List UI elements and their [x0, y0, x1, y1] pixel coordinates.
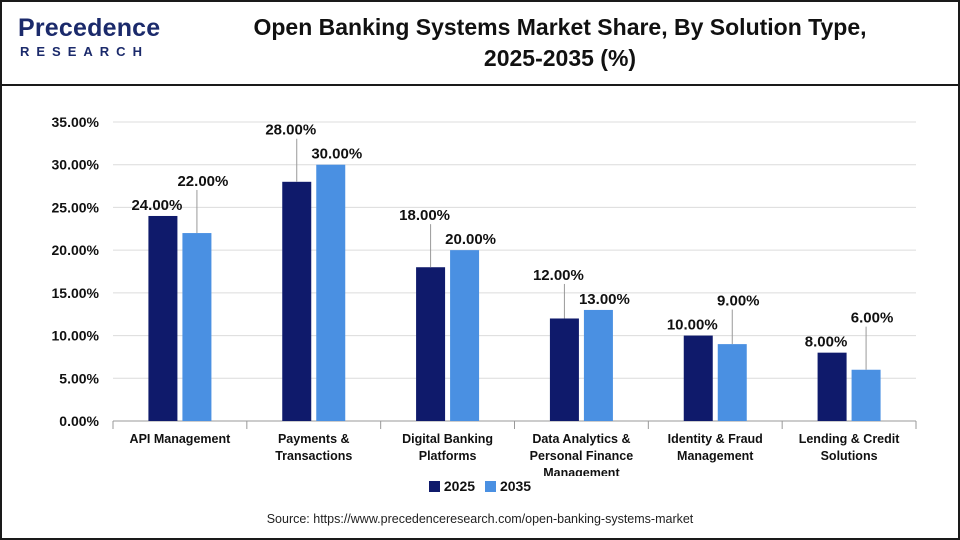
source-note: Source: https://www.precedenceresearch.c… — [266, 512, 694, 526]
x-category-label: Identity & Fraud — [668, 432, 763, 446]
logo-subtitle: RESEARCH — [20, 44, 149, 59]
chart-title-line-2: 2025-2035 (%) — [483, 45, 637, 71]
data-label-2025: 28.00% — [265, 122, 316, 139]
x-category-label: Platforms — [419, 449, 477, 463]
y-tick-label: 35.00% — [52, 114, 100, 130]
bar-2025 — [817, 352, 847, 421]
x-category-label: Solutions — [821, 449, 878, 463]
data-label-2025: 18.00% — [399, 207, 450, 224]
bar-2035 — [717, 344, 747, 421]
x-category-label: Transactions — [275, 449, 352, 463]
y-tick-label: 0.00% — [59, 413, 99, 429]
chart-title-line-1: Open Banking Systems Market Share, By So… — [253, 14, 867, 40]
legend: 2025 2035 — [0, 478, 960, 495]
bar-2035 — [450, 250, 480, 421]
legend-label-2025: 2025 — [443, 478, 476, 494]
bar-2025 — [282, 181, 312, 421]
data-label-2035: 6.00% — [851, 310, 894, 327]
bar-chart: 0.00% 5.00% 10.00% 15.00% 20.00% 25.00% 30.00%… — [52, 114, 917, 476]
x-category-label: Lending & Credit — [799, 432, 901, 446]
legend-swatch-2025 — [428, 480, 440, 492]
bar-2025 — [148, 215, 178, 421]
x-category-label: Personal Finance — [530, 449, 634, 463]
x-category-label: Digital Banking — [402, 432, 493, 446]
logo: Precedence RESEARCH — [18, 14, 168, 74]
legend-item-2035: 2035 — [484, 478, 532, 494]
bar-2035 — [182, 233, 212, 421]
bar-2035 — [851, 369, 881, 421]
data-label-2025: 8.00% — [805, 334, 848, 351]
bar-2025 — [683, 335, 713, 421]
data-label-2035: 22.00% — [177, 173, 228, 190]
y-tick-label: 20.00% — [52, 242, 100, 258]
y-tick-label: 10.00% — [52, 328, 100, 344]
data-label-2025: 24.00% — [131, 197, 182, 214]
x-category-label: Management — [543, 466, 620, 476]
chart-title: Open Banking Systems Market Share, By So… — [180, 12, 940, 74]
data-label-2035: 30.00% — [311, 146, 362, 163]
legend-label-2035: 2035 — [499, 478, 532, 494]
bar-2025 — [416, 267, 446, 421]
y-tick-label: 5.00% — [59, 370, 99, 386]
data-label-2025: 12.00% — [533, 267, 584, 284]
data-label-2035: 20.00% — [445, 231, 496, 248]
data-label-2035: 13.00% — [579, 291, 630, 308]
bar-2035 — [583, 309, 613, 421]
x-category-label: Data Analytics & — [532, 432, 630, 446]
bar-2025 — [549, 318, 579, 421]
legend-item-2025: 2025 — [428, 478, 476, 494]
logo-wordmark: Precedence — [18, 14, 161, 42]
data-label-2035: 9.00% — [717, 293, 760, 310]
y-tick-label: 15.00% — [52, 285, 100, 301]
x-category-label: API Management — [130, 432, 232, 446]
y-tick-label: 25.00% — [52, 199, 100, 215]
data-label-2025: 10.00% — [667, 317, 718, 334]
x-category-label: Management — [677, 449, 754, 463]
bar-2035 — [316, 164, 346, 421]
header: Precedence RESEARCH Open Banking Systems… — [0, 0, 960, 86]
x-category-label: Payments & — [278, 432, 350, 446]
y-tick-label: 30.00% — [52, 157, 100, 173]
legend-swatch-2035 — [484, 480, 496, 492]
